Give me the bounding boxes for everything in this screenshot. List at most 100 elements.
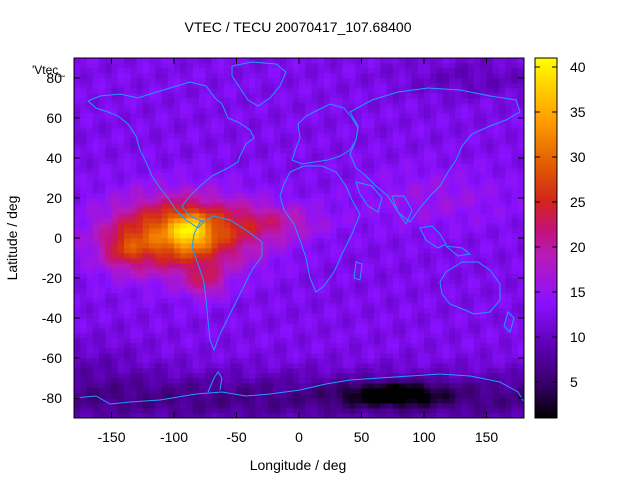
heatmap-cell [280,268,287,274]
heatmap-cell [461,138,469,144]
heatmap-cell [461,58,469,64]
heatmap-cell [499,68,506,74]
heatmap-cell [317,203,325,209]
heatmap-cell [305,153,312,159]
heatmap-cell [242,298,250,304]
heatmap-cell [299,98,306,104]
heatmap-cell [286,313,294,319]
heatmap-cell [136,193,144,199]
heatmap-cell [230,263,237,269]
heatmap-cell [180,128,187,134]
heatmap-cell [161,213,169,219]
heatmap-cell [386,158,394,164]
heatmap-cell [355,273,362,279]
heatmap-cell [405,108,412,114]
heatmap-cell [399,273,406,279]
heatmap-cell [274,193,281,199]
heatmap-cell [317,178,325,184]
heatmap-cell [74,223,81,229]
heatmap-cell [136,118,144,124]
heatmap-cell [105,203,112,209]
heatmap-cell [286,308,294,314]
heatmap-cell [436,218,444,224]
heatmap-cell [92,223,100,229]
heatmap-cell [292,248,300,254]
heatmap-cell [292,138,300,144]
heatmap-cell [355,363,362,369]
heatmap-cell [224,158,231,164]
heatmap-cell [336,158,344,164]
heatmap-cell [167,203,175,209]
heatmap-cell [299,298,306,304]
heatmap-cell [249,308,256,314]
heatmap-cell [455,388,462,394]
heatmap-cell [186,248,194,254]
heatmap-cell [111,138,119,144]
heatmap-cell [436,288,444,294]
heatmap-cell [99,253,106,259]
heatmap-cell [236,343,244,349]
heatmap-cell [436,298,444,304]
heatmap-cell [117,133,125,139]
heatmap-cell [111,333,119,339]
heatmap-cell [305,78,312,84]
heatmap-cell [386,368,394,374]
heatmap-cell [280,123,287,129]
heatmap-cell [130,243,137,249]
heatmap-cell [124,258,131,264]
heatmap-cell [92,218,100,224]
heatmap-cell [92,213,100,219]
heatmap-cell [467,173,475,179]
heatmap-cell [167,228,175,234]
heatmap-cell [399,318,406,324]
heatmap-cell [217,178,225,184]
heatmap-cell [430,108,437,114]
heatmap-cell [424,213,431,219]
heatmap-cell [249,333,256,339]
heatmap-cell [386,208,394,214]
heatmap-cell [230,218,237,224]
heatmap-cell [255,353,262,359]
heatmap-cell [99,163,106,169]
heatmap-cell [211,273,219,279]
heatmap-cell [174,88,181,94]
heatmap-cell [117,103,125,109]
heatmap-cell [74,243,81,249]
heatmap-cell [192,293,200,299]
heatmap-cell [255,403,262,409]
heatmap-cell [161,268,169,274]
heatmap-cell [117,108,125,114]
heatmap-cell [142,203,150,209]
heatmap-cell [430,93,437,99]
heatmap-cell [211,258,219,264]
heatmap-cell [499,363,506,369]
heatmap-cell [292,188,300,194]
heatmap-cell [424,293,431,299]
heatmap-cell [374,183,381,189]
heatmap-cell [399,73,406,79]
heatmap-cell [324,138,331,144]
heatmap-cell [92,193,100,199]
heatmap-cell [436,283,444,289]
heatmap-cell [105,398,112,404]
heatmap-cell [336,233,344,239]
heatmap-cell [105,258,112,264]
heatmap-cell [261,63,269,69]
heatmap-cell [124,218,131,224]
heatmap-cell [355,133,362,139]
heatmap-cell [80,243,87,249]
heatmap-cell [205,128,212,134]
heatmap-cell [217,108,225,114]
heatmap-cell [267,273,275,279]
heatmap-cell [99,188,106,194]
heatmap-cell [486,353,494,359]
heatmap-cell [217,413,225,418]
heatmap-cell [149,138,156,144]
heatmap-cell [192,158,200,164]
heatmap-cell [330,58,337,64]
heatmap-cell [374,78,381,84]
heatmap-cell [74,373,81,379]
heatmap-cell [236,183,244,189]
heatmap-cell [355,358,362,364]
heatmap-cell [499,358,506,364]
